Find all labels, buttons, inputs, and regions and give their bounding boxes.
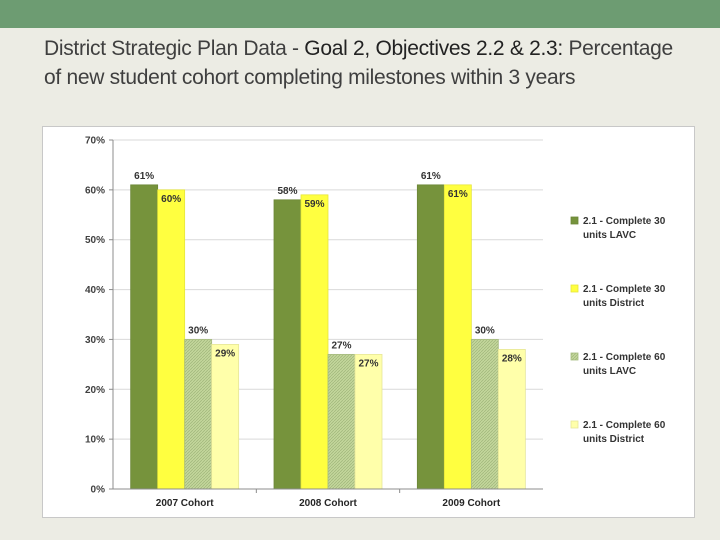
bar: [157, 189, 186, 490]
y-tick-label: 0%: [91, 485, 106, 496]
data-label: 59%: [304, 199, 324, 210]
bar: [130, 184, 159, 490]
chart-frame: 61% 60% 30% 29% 58% 59% 27% 27% 61% 61% 30% 28% 0% 1…: [42, 126, 695, 518]
data-label: 27%: [331, 340, 351, 351]
legend-swatch: [570, 216, 579, 225]
title-highlight: Goal 2, Objectives 2.2 & 2.3:: [304, 37, 563, 60]
header-notch: [0, 28, 16, 32]
bar: [184, 339, 213, 490]
data-label: 30%: [188, 325, 208, 336]
y-tick-label: 20%: [85, 385, 105, 396]
bar: [327, 353, 356, 490]
legend-label: 2.1 - Complete 30: [583, 216, 666, 227]
y-tick-label: 50%: [85, 235, 105, 246]
y-tick-label: 40%: [85, 285, 105, 296]
x-tick-label: 2008 Cohort: [299, 498, 357, 509]
data-label: 29%: [215, 348, 235, 359]
legend-label: 2.1 - Complete 60: [583, 420, 666, 431]
data-label: 61%: [134, 171, 154, 182]
data-label: 60%: [161, 194, 181, 205]
y-tick-label: 10%: [85, 435, 105, 446]
bar: [300, 194, 329, 490]
legend-swatch: [570, 352, 579, 361]
bar: [354, 353, 383, 490]
data-label: 58%: [277, 186, 297, 197]
legend-label: 2.1 - Complete 30: [583, 284, 666, 295]
bar-chart: 61% 60% 30% 29% 58% 59% 27% 27% 61% 61% 30% 28% 0% 1…: [85, 136, 666, 510]
x-tick-label: 2007 Cohort: [156, 498, 214, 509]
title-rest: Percentage of new student cohort complet…: [44, 37, 673, 89]
data-label: 27%: [358, 358, 378, 369]
y-tick-label: 70%: [85, 136, 105, 147]
legend-label: units District: [583, 434, 645, 445]
bar: [497, 348, 526, 490]
legend-label: units LAVC: [583, 230, 636, 241]
y-tick-label: 30%: [85, 335, 105, 346]
bar: [443, 184, 472, 490]
title-prefix: District Strategic Plan Data -: [44, 37, 305, 60]
x-tick-label: 2009 Cohort: [442, 498, 500, 509]
slide-title: District Strategic Plan Data - Goal 2, O…: [44, 34, 694, 92]
bar: [470, 339, 499, 490]
legend-label: units LAVC: [583, 366, 636, 377]
bar: [416, 184, 445, 490]
legend-label: 2.1 - Complete 60: [583, 352, 666, 363]
legend-swatch: [570, 284, 579, 293]
data-label: 61%: [448, 189, 468, 200]
slide-header-bar: [0, 0, 720, 32]
y-tick-label: 60%: [85, 185, 105, 196]
legend-swatch: [570, 420, 579, 429]
data-label: 30%: [475, 325, 495, 336]
data-label: 28%: [502, 353, 522, 364]
bar: [273, 199, 302, 490]
data-label: 61%: [421, 171, 441, 182]
bar: [211, 344, 240, 490]
legend-label: units District: [583, 298, 645, 309]
